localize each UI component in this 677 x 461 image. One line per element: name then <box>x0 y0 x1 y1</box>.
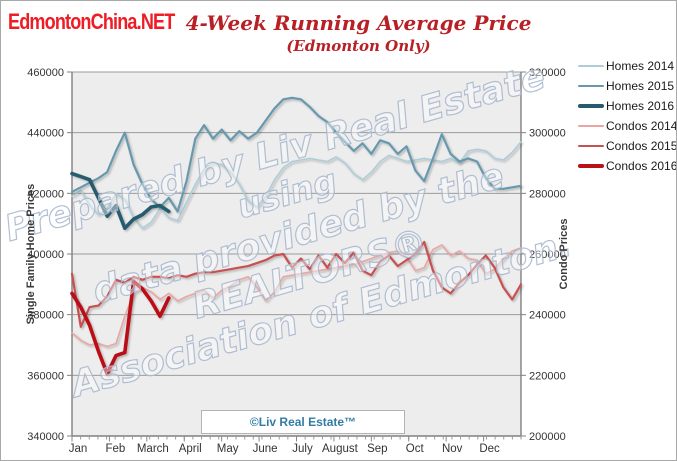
series-line-homes-2016 <box>70 171 171 230</box>
right-axis-tick-label: 320000 <box>529 67 566 79</box>
legend-item-condos-2015: Condos 2015 <box>578 136 677 156</box>
series-line-condos-2015 <box>70 240 523 328</box>
month-label: June <box>253 443 278 455</box>
chart-legend: Homes 2014 Homes 2015 Homes 2016 Condos 201… <box>578 56 677 176</box>
month-label: April <box>179 443 202 455</box>
month-label: May <box>217 443 239 455</box>
legend-label: Condos 2016 <box>606 159 677 173</box>
right-axis-tick-label: 280000 <box>529 188 566 200</box>
legend-swatch <box>578 104 604 108</box>
liv-real-estate-credit[interactable]: ©Liv Real Estate™ <box>201 410 405 434</box>
legend-swatch <box>578 125 604 127</box>
legend-label: Homes 2015 <box>606 79 675 93</box>
left-axis-tick-label: 380000 <box>27 310 64 322</box>
month-label: Jan <box>69 443 88 455</box>
left-axis-tick-label: 460000 <box>27 67 64 79</box>
right-axis-tick-label: 200000 <box>529 431 566 443</box>
month-label: Nov <box>442 443 463 455</box>
series-line-homes-2014 <box>71 141 522 229</box>
chart-subtitle: (Edmonton Only) <box>286 37 431 55</box>
chart-title: 4-Week Running Average Price <box>185 11 532 35</box>
legend-item-condos-2014: Condos 2014 <box>578 116 677 136</box>
series-line-condos-2014 <box>71 244 522 348</box>
month-label: Oct <box>406 443 425 455</box>
legend-label: Condos 2014 <box>606 119 677 133</box>
left-axis-tick-label: 440000 <box>27 128 64 140</box>
right-axis-tick-label: 300000 <box>529 128 566 140</box>
legend-item-condos-2016: Condos 2016 <box>578 156 677 176</box>
legend-swatch <box>578 85 604 87</box>
series-line-homes-2015 <box>70 96 523 213</box>
month-label: March <box>137 443 169 455</box>
left-axis-tick-label: 420000 <box>27 188 64 200</box>
month-label: Sep <box>367 443 387 455</box>
legend-swatch <box>578 65 604 67</box>
legend-item-homes-2016: Homes 2016 <box>578 96 676 116</box>
month-label: July <box>292 443 313 455</box>
left-axis-title: Single Family Home Prices <box>25 183 37 325</box>
month-label: Dec <box>479 443 500 455</box>
left-axis-tick-label: 360000 <box>27 370 64 382</box>
right-axis-tick-label: 240000 <box>529 310 566 322</box>
site-logo[interactable]: EdmontonChina.NET <box>8 9 175 34</box>
month-label: August <box>322 443 359 455</box>
right-axis-title: Condo Prices <box>558 218 570 290</box>
left-axis-tick-label: 340000 <box>27 431 64 443</box>
legend-label: Homes 2014 <box>606 59 675 73</box>
chart-header: 4-Week Running Average Price (Edmonton O… <box>101 11 616 55</box>
right-axis-tick-label: 260000 <box>529 249 566 261</box>
legend-label: Homes 2016 <box>606 99 675 113</box>
legend-label: Condos 2015 <box>606 139 677 153</box>
legend-item-homes-2015: Homes 2015 <box>578 76 676 96</box>
legend-swatch <box>578 145 604 147</box>
left-axis-tick-label: 400000 <box>27 249 64 261</box>
series-line-condos-2016 <box>70 279 171 376</box>
legend-item-homes-2014: Homes 2014 <box>578 56 676 76</box>
month-label: Feb <box>106 443 126 455</box>
legend-swatch <box>578 164 604 168</box>
right-axis-tick-label: 220000 <box>529 370 566 382</box>
